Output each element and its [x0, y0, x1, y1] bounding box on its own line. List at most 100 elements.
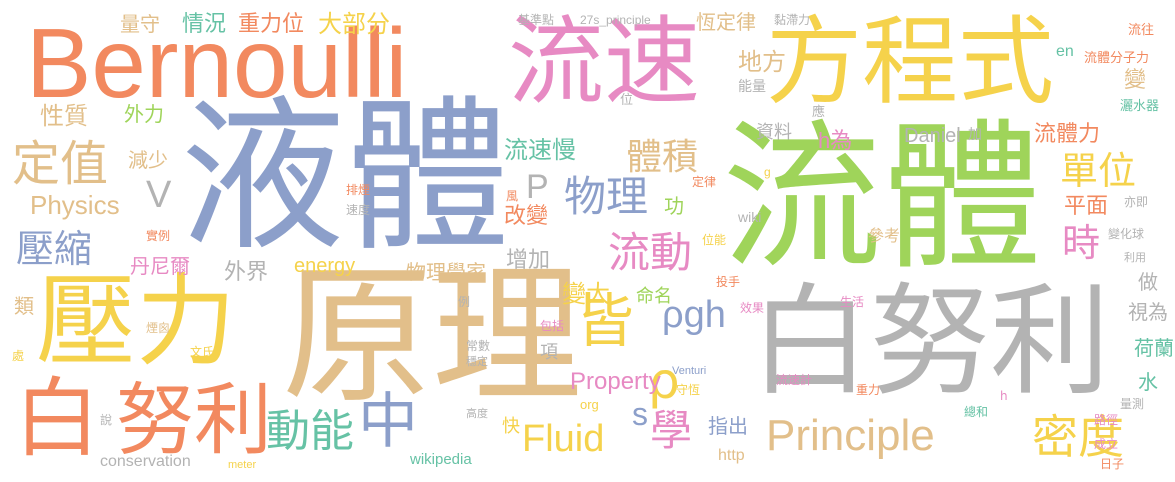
word: 單位 — [1060, 149, 1137, 193]
word: 黏滯力 — [774, 13, 811, 27]
word: 位能 — [702, 233, 727, 247]
word: 視為 — [1128, 300, 1168, 324]
word: meter — [228, 459, 257, 471]
word: 生活 — [840, 295, 865, 309]
word: 能量 — [738, 79, 766, 95]
word: 路徑 — [1094, 413, 1119, 427]
word: 中 — [358, 387, 418, 457]
word: 重力 — [856, 383, 881, 397]
word: 減少 — [128, 148, 168, 172]
word: 學 — [650, 406, 693, 455]
word: 流速計 — [776, 373, 813, 387]
word: 項 — [540, 342, 558, 363]
word: 流往 — [1128, 23, 1155, 38]
word: 投手 — [716, 275, 741, 289]
word: 快 — [502, 416, 520, 437]
word: g — [764, 165, 771, 179]
word: P — [526, 168, 549, 206]
word: 速度 — [346, 203, 371, 217]
word: 灑水器 — [1120, 99, 1160, 114]
word: h為 — [818, 128, 853, 153]
word: 處 — [12, 349, 25, 363]
word: 做 — [1138, 270, 1158, 294]
word: 27s_principle — [580, 13, 651, 27]
word: 高度 — [466, 407, 488, 420]
word: 亦即 — [1124, 195, 1149, 209]
word: 增加 — [506, 248, 551, 273]
word: Physics — [30, 190, 120, 220]
word: 平面 — [1064, 194, 1109, 219]
word: 命名 — [636, 286, 672, 307]
word: s — [632, 396, 648, 432]
word: 水 — [1138, 370, 1158, 394]
word: 功 — [664, 194, 684, 218]
word: 變化球 — [1108, 227, 1145, 241]
word: 量測 — [1120, 397, 1145, 411]
word: 壓縮 — [16, 227, 93, 271]
word: 白 — [14, 369, 100, 469]
word: 位 — [620, 93, 634, 108]
word: Venturi — [672, 365, 707, 377]
word: 風 — [506, 189, 519, 203]
word: 總和 — [964, 405, 989, 419]
word: 流動 — [608, 228, 693, 277]
word: 守恆 — [676, 383, 701, 397]
word: 例 — [458, 295, 471, 309]
word: 白努利 — [750, 273, 1110, 412]
word: Bernoulli — [26, 8, 408, 118]
word: 資料 — [756, 122, 792, 143]
word: 包括 — [540, 319, 565, 333]
word: 重力位 — [238, 12, 305, 37]
word: 密度 — [1032, 410, 1124, 464]
word: http — [718, 447, 745, 464]
word: 外界 — [224, 260, 269, 285]
word: conservation — [100, 453, 191, 470]
word: ρ — [648, 352, 680, 410]
word: 變 — [1124, 68, 1147, 93]
word: 流體分子力 — [1084, 51, 1150, 66]
word: Property — [570, 368, 661, 395]
word: 情況 — [182, 12, 227, 37]
word: V — [146, 174, 172, 216]
word: 時 — [1062, 221, 1101, 265]
word: 壓力 — [36, 263, 236, 380]
word: 物理 — [564, 172, 649, 221]
word: Daniel — [904, 125, 961, 147]
word: en — [1056, 43, 1074, 60]
word: 應 — [812, 105, 826, 120]
word: 流體力 — [1034, 122, 1101, 147]
word: 荷蘭 — [1134, 336, 1174, 360]
word: 基準點 — [518, 13, 555, 27]
word: 流速 — [508, 6, 700, 118]
word: 努利 — [116, 376, 273, 466]
word: 定律 — [692, 175, 717, 189]
word: h — [1000, 389, 1008, 403]
word: 量守 — [120, 12, 160, 36]
word: 改變 — [504, 204, 549, 229]
word: 物理學家 — [406, 260, 486, 284]
word: 日子 — [1100, 457, 1125, 471]
word: Principle — [766, 411, 935, 460]
word: 方程式 — [766, 6, 1054, 118]
word: 煙囪 — [146, 321, 171, 335]
word: ρgh — [662, 294, 726, 336]
word: 成立 — [1094, 437, 1119, 451]
word: 類 — [14, 294, 34, 318]
word: 丹尼爾 — [130, 254, 190, 278]
word: 恆定律 — [696, 10, 756, 34]
word: energy — [294, 255, 356, 277]
word: 體積 — [626, 137, 699, 178]
word: 利用 — [1124, 251, 1146, 264]
word: 穩定 — [466, 355, 488, 368]
word: 地方 — [738, 48, 786, 76]
word: 外力 — [124, 102, 164, 126]
word: 排煙 — [346, 183, 371, 197]
word: 性質 — [40, 102, 88, 130]
word: 原理 — [282, 250, 583, 424]
word: 參考 — [868, 226, 901, 245]
word: 流體 — [722, 104, 1043, 291]
word: 變大 — [562, 280, 610, 308]
word: wiki — [738, 209, 762, 225]
word: 動能 — [266, 406, 354, 457]
